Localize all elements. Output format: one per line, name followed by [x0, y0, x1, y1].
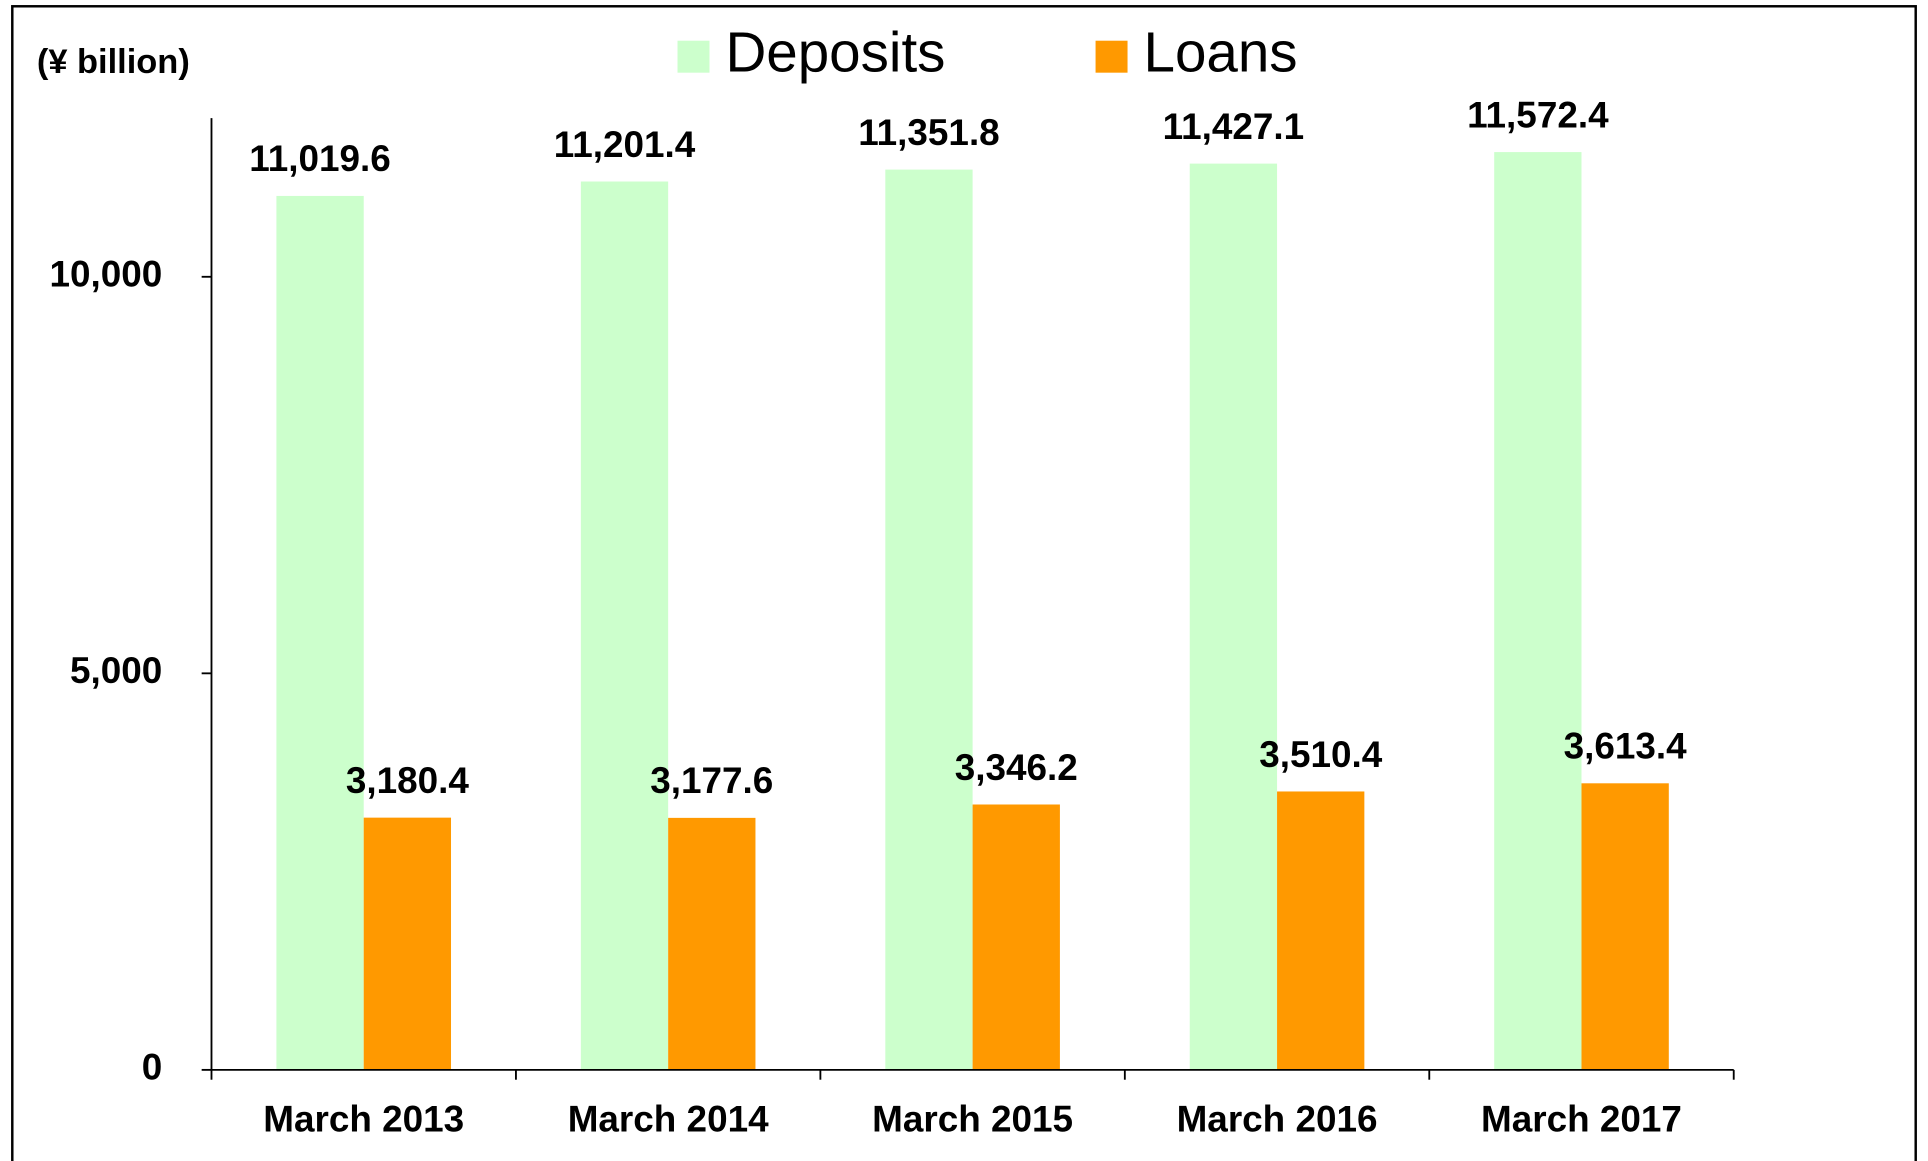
y-tick-label: 0 [142, 1047, 163, 1088]
bar [668, 817, 756, 1070]
data-label: 11,572.4 [1467, 94, 1609, 135]
bar [1581, 783, 1669, 1070]
bar [580, 181, 669, 1070]
y-tick-label: 10,000 [50, 254, 163, 295]
legend-swatch [1095, 40, 1128, 73]
data-label: 3,180.4 [346, 760, 470, 801]
data-label: 3,510.4 [1259, 734, 1383, 775]
bar [1189, 163, 1278, 1070]
chart-frame [11, 5, 1917, 1161]
bar [363, 817, 452, 1070]
data-label: 11,019.6 [249, 138, 391, 179]
data-label: 3,346.2 [955, 747, 1078, 788]
data-label: 3,177.6 [650, 760, 773, 801]
x-tick-label: March 2014 [568, 1098, 769, 1139]
bar [276, 195, 364, 1070]
y-axis-unit: (¥ billion) [37, 43, 190, 81]
data-label: 11,201.4 [554, 124, 696, 165]
x-tick-label: March 2013 [263, 1098, 464, 1139]
x-tick-label: March 2017 [1481, 1098, 1682, 1139]
y-tick-label: 5,000 [70, 650, 162, 691]
x-tick-label: March 2016 [1177, 1098, 1378, 1139]
bar [972, 804, 1060, 1070]
legend-swatch [677, 40, 710, 73]
data-label: 11,351.8 [858, 112, 1000, 153]
data-label: 3,613.4 [1564, 726, 1688, 767]
bar [1277, 791, 1365, 1070]
bar [1494, 152, 1582, 1070]
data-label: 11,427.1 [1163, 106, 1305, 147]
legend-label: Loans [1144, 21, 1298, 84]
x-tick-label: March 2015 [872, 1098, 1073, 1139]
legend-label: Deposits [725, 21, 945, 84]
bar [885, 169, 973, 1070]
